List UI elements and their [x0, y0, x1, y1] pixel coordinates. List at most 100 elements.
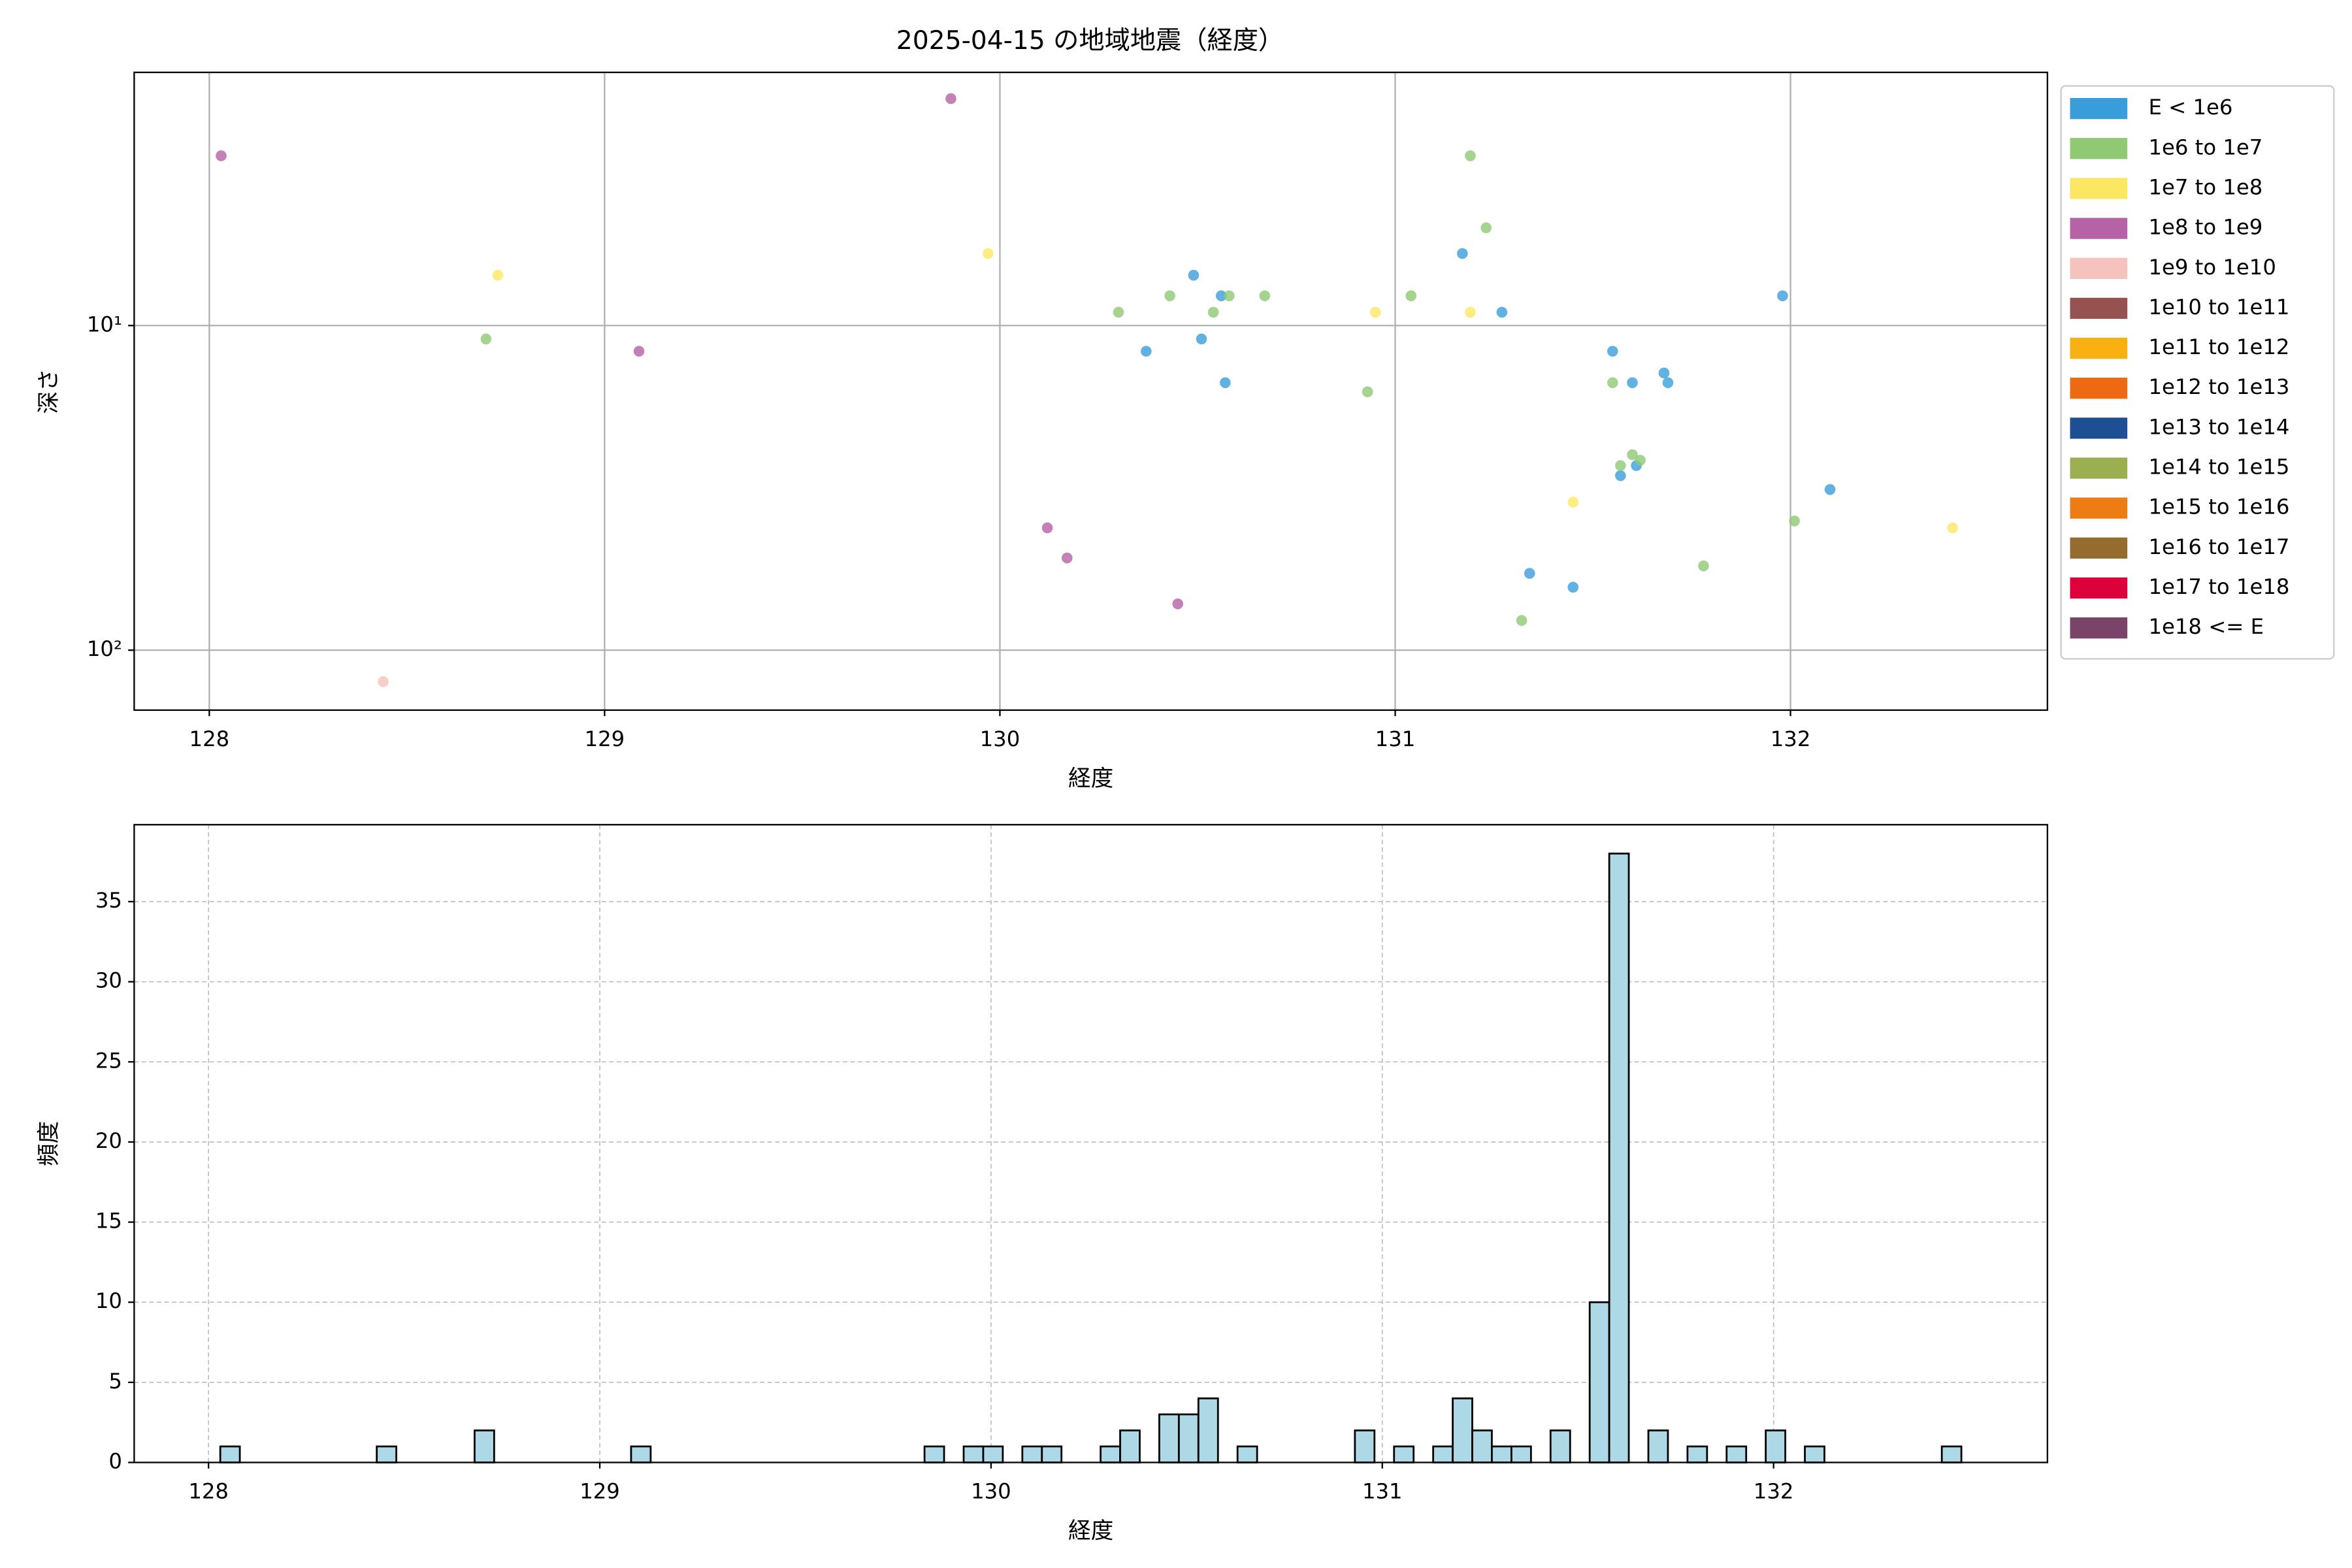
legend-text: 1e8 to 1e9: [2148, 215, 2262, 240]
bar: [1588, 1301, 1610, 1463]
point: [1141, 346, 1152, 357]
legend-text: 1e11 to 1e12: [2148, 335, 2289, 359]
bar: [1236, 1445, 1258, 1463]
bar: [1471, 1429, 1493, 1463]
y-tick-label: 35: [95, 888, 122, 913]
bar: [376, 1445, 398, 1463]
legend-text: 1e16 to 1e17: [2148, 534, 2289, 559]
y-tick-label: 15: [95, 1209, 122, 1233]
point: [1369, 306, 1381, 318]
x-tick-label: 129: [580, 1479, 620, 1504]
axes-frame: [133, 71, 2048, 711]
point: [216, 150, 227, 161]
point: [378, 676, 389, 687]
point: [1362, 386, 1373, 398]
point: [1615, 460, 1626, 471]
point: [1113, 306, 1124, 318]
bar: [1511, 1445, 1532, 1463]
point: [1164, 290, 1175, 302]
point: [1607, 377, 1618, 389]
x-tick-label: 132: [1754, 1479, 1794, 1504]
bar: [1119, 1429, 1141, 1463]
y-axis-label: 深さ: [36, 368, 62, 414]
chart-title: 2025-04-15 の地域地震（経度）: [896, 26, 1284, 56]
y-tick-label: 10: [95, 1288, 122, 1313]
legend-swatch: [2070, 577, 2128, 599]
point: [1824, 483, 1836, 495]
bar: [982, 1445, 1004, 1463]
y-tick-label: 10²: [87, 636, 122, 661]
y-tick-label: 20: [95, 1128, 122, 1153]
y-tick-label: 0: [108, 1448, 122, 1473]
x-tick-label: 130: [980, 727, 1021, 751]
legend-text: 1e13 to 1e14: [2148, 414, 2289, 439]
legend-swatch: [2070, 417, 2128, 439]
y-tick-label: 30: [95, 968, 122, 993]
x-tick-label: 131: [1362, 1479, 1403, 1504]
bar: [1158, 1413, 1180, 1463]
point: [1465, 306, 1476, 318]
bar: [1940, 1445, 1963, 1463]
point: [1627, 377, 1638, 389]
point: [1405, 290, 1417, 302]
point: [1196, 333, 1207, 345]
legend-swatch: [2070, 617, 2128, 639]
legend-swatch: [2070, 138, 2128, 159]
legend-text: E < 1e6: [2148, 95, 2232, 120]
point: [1465, 150, 1476, 161]
point: [1259, 290, 1271, 302]
legend-text: 1e18 <= E: [2148, 614, 2264, 639]
bar: [1804, 1445, 1825, 1463]
legend-text: 1e9 to 1e10: [2148, 255, 2276, 280]
legend-text: 1e12 to 1e13: [2148, 374, 2289, 399]
x-tick-label: 130: [971, 1479, 1011, 1504]
legend-swatch: [2070, 297, 2128, 319]
point: [1041, 522, 1053, 534]
bar: [1686, 1445, 1708, 1463]
bar: [1100, 1445, 1121, 1463]
point: [1627, 449, 1638, 461]
point: [1662, 377, 1674, 389]
bar: [1432, 1445, 1454, 1463]
legend-swatch: [2070, 497, 2128, 519]
point: [1207, 306, 1219, 318]
point: [1062, 552, 1073, 564]
bar: [1549, 1429, 1571, 1463]
legend-swatch: [2070, 457, 2128, 479]
bar: [1765, 1429, 1786, 1463]
bar: [1393, 1445, 1415, 1463]
legend-text: 1e10 to 1e11: [2148, 295, 2289, 319]
y-axis-label: 頻度: [36, 1121, 62, 1166]
point: [1567, 497, 1579, 508]
legend-swatch: [2070, 537, 2128, 559]
point: [945, 93, 956, 105]
bar: [1021, 1445, 1043, 1463]
point: [1789, 515, 1800, 527]
bar: [1177, 1413, 1200, 1463]
legend-text: 1e17 to 1e18: [2148, 574, 2289, 599]
legend-text: 1e7 to 1e8: [2148, 174, 2262, 199]
point: [1615, 470, 1626, 482]
bar: [1354, 1429, 1376, 1463]
point: [1635, 455, 1646, 466]
x-axis-label: 経度: [1068, 766, 1113, 792]
bar: [1608, 853, 1630, 1463]
point: [1172, 598, 1184, 610]
axes-frame: [133, 824, 2048, 1463]
x-tick-label: 132: [1771, 727, 1811, 751]
legend-swatch: [2070, 178, 2128, 199]
legend-text: 1e6 to 1e7: [2148, 135, 2262, 159]
x-tick-label: 128: [188, 1479, 229, 1504]
point: [1524, 568, 1535, 579]
x-tick-label: 131: [1375, 727, 1416, 751]
y-tick-label: 5: [108, 1369, 122, 1394]
legend-text: 1e14 to 1e15: [2148, 455, 2289, 480]
point: [1480, 222, 1492, 234]
point: [1777, 290, 1788, 302]
bar: [1452, 1397, 1473, 1463]
point: [1457, 248, 1468, 259]
x-tick-label: 129: [585, 727, 625, 751]
x-axis-label: 経度: [1068, 1518, 1113, 1544]
